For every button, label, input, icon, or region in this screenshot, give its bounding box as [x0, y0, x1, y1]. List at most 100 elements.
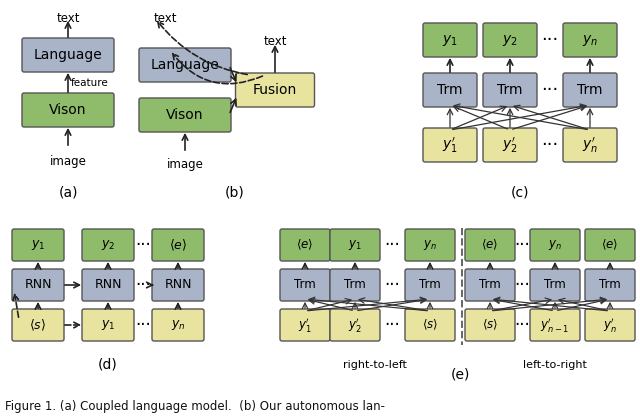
FancyBboxPatch shape — [152, 229, 204, 261]
Text: Trm: Trm — [497, 83, 523, 97]
Text: ···: ··· — [385, 276, 401, 294]
Text: Trm: Trm — [479, 279, 501, 291]
FancyBboxPatch shape — [530, 309, 580, 341]
Text: ···: ··· — [515, 276, 531, 294]
Text: Trm: Trm — [344, 279, 366, 291]
Text: $y_1'$: $y_1'$ — [442, 136, 458, 155]
Text: left-to-right: left-to-right — [523, 360, 587, 370]
Text: ···: ··· — [515, 316, 531, 334]
Text: $y_1'$: $y_1'$ — [298, 316, 312, 334]
FancyBboxPatch shape — [330, 269, 380, 301]
Text: text: text — [56, 12, 80, 25]
Text: $y_{n-1}'$: $y_{n-1}'$ — [540, 316, 570, 334]
Text: (b): (b) — [225, 185, 245, 199]
FancyBboxPatch shape — [82, 229, 134, 261]
Text: feature: feature — [71, 78, 109, 88]
FancyBboxPatch shape — [585, 309, 635, 341]
Text: ···: ··· — [385, 316, 401, 334]
FancyBboxPatch shape — [330, 309, 380, 341]
FancyBboxPatch shape — [405, 269, 455, 301]
Text: $\langle s\rangle$: $\langle s\rangle$ — [482, 318, 498, 332]
FancyBboxPatch shape — [22, 38, 114, 72]
FancyBboxPatch shape — [22, 93, 114, 127]
Text: Vison: Vison — [49, 103, 87, 117]
FancyBboxPatch shape — [423, 128, 477, 162]
FancyBboxPatch shape — [405, 309, 455, 341]
Text: $y_n'$: $y_n'$ — [603, 316, 617, 334]
Text: text: text — [263, 35, 287, 48]
Text: Trm: Trm — [419, 279, 441, 291]
Text: Vison: Vison — [166, 108, 204, 122]
Text: $\langle e\rangle$: $\langle e\rangle$ — [169, 237, 187, 253]
Text: ···: ··· — [515, 236, 531, 254]
Text: $y_n$: $y_n$ — [582, 33, 598, 48]
FancyBboxPatch shape — [152, 269, 204, 301]
FancyBboxPatch shape — [82, 309, 134, 341]
FancyBboxPatch shape — [483, 23, 537, 57]
Text: ···: ··· — [135, 276, 151, 294]
Text: Language: Language — [34, 48, 102, 62]
FancyBboxPatch shape — [483, 73, 537, 107]
Text: text: text — [153, 12, 177, 25]
Text: Figure 1. (a) Coupled language model.  (b) Our autonomous lan-: Figure 1. (a) Coupled language model. (b… — [5, 400, 385, 413]
FancyBboxPatch shape — [280, 269, 330, 301]
FancyBboxPatch shape — [585, 269, 635, 301]
Text: ···: ··· — [541, 31, 559, 49]
FancyBboxPatch shape — [405, 229, 455, 261]
Text: ···: ··· — [385, 236, 401, 254]
Text: $y_2'$: $y_2'$ — [348, 316, 362, 334]
Text: ···: ··· — [541, 81, 559, 99]
Text: (d): (d) — [98, 358, 118, 372]
FancyBboxPatch shape — [465, 309, 515, 341]
FancyBboxPatch shape — [139, 48, 231, 82]
Text: $y_2$: $y_2$ — [101, 238, 115, 252]
FancyBboxPatch shape — [139, 98, 231, 132]
FancyBboxPatch shape — [12, 229, 64, 261]
Text: Trm: Trm — [294, 279, 316, 291]
FancyBboxPatch shape — [152, 309, 204, 341]
Text: $y_n$: $y_n$ — [423, 238, 437, 252]
FancyBboxPatch shape — [236, 73, 314, 107]
FancyBboxPatch shape — [563, 23, 617, 57]
Text: $y_2'$: $y_2'$ — [502, 136, 518, 155]
Text: $\langle e\rangle$: $\langle e\rangle$ — [602, 238, 619, 252]
Text: $y_n$: $y_n$ — [548, 238, 562, 252]
FancyBboxPatch shape — [563, 128, 617, 162]
FancyBboxPatch shape — [465, 229, 515, 261]
FancyBboxPatch shape — [280, 229, 330, 261]
Text: $y_n'$: $y_n'$ — [582, 136, 598, 155]
FancyBboxPatch shape — [585, 229, 635, 261]
Text: (e): (e) — [451, 368, 470, 382]
Text: (a): (a) — [58, 185, 77, 199]
FancyBboxPatch shape — [530, 269, 580, 301]
Text: ···: ··· — [541, 136, 559, 154]
Text: RNN: RNN — [164, 279, 192, 291]
FancyBboxPatch shape — [563, 73, 617, 107]
Text: image: image — [49, 155, 86, 168]
FancyBboxPatch shape — [530, 229, 580, 261]
Text: (c): (c) — [511, 185, 529, 199]
FancyBboxPatch shape — [280, 309, 330, 341]
Text: $\langle s\rangle$: $\langle s\rangle$ — [422, 318, 438, 332]
Text: $y_1$: $y_1$ — [31, 238, 45, 252]
FancyBboxPatch shape — [483, 128, 537, 162]
Text: RNN: RNN — [24, 279, 52, 291]
Text: $\langle e\rangle$: $\langle e\rangle$ — [296, 238, 314, 252]
FancyBboxPatch shape — [330, 229, 380, 261]
Text: $y_1$: $y_1$ — [348, 238, 362, 252]
Text: Fusion: Fusion — [253, 83, 297, 97]
Text: $y_n$: $y_n$ — [171, 318, 186, 332]
FancyBboxPatch shape — [82, 269, 134, 301]
Text: Trm: Trm — [577, 83, 603, 97]
Text: Trm: Trm — [437, 83, 463, 97]
Text: Trm: Trm — [544, 279, 566, 291]
Text: right-to-left: right-to-left — [343, 360, 407, 370]
FancyBboxPatch shape — [423, 73, 477, 107]
Text: Trm: Trm — [599, 279, 621, 291]
Text: Language: Language — [150, 58, 220, 72]
FancyBboxPatch shape — [423, 23, 477, 57]
Text: $y_1$: $y_1$ — [442, 33, 458, 48]
Text: ···: ··· — [135, 236, 151, 254]
Text: RNN: RNN — [94, 279, 122, 291]
Text: $y_2$: $y_2$ — [502, 33, 518, 48]
